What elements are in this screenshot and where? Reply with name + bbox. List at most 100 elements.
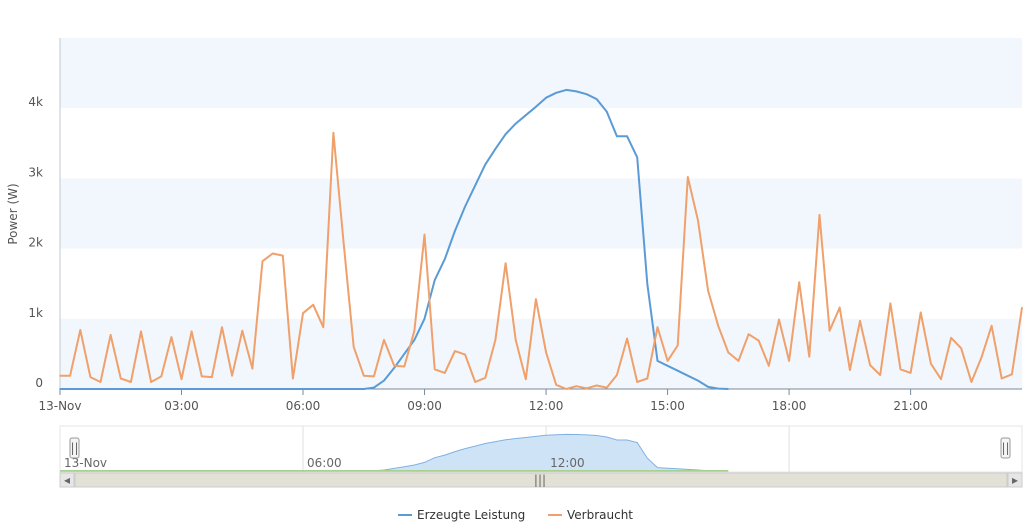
data-point bbox=[59, 374, 61, 377]
data-point bbox=[59, 388, 61, 390]
data-point bbox=[656, 326, 659, 329]
data-point bbox=[940, 378, 942, 381]
data-point bbox=[79, 329, 82, 331]
data-point bbox=[69, 374, 71, 377]
scroll-left-button[interactable] bbox=[59, 472, 75, 488]
data-point bbox=[585, 93, 588, 95]
data-point bbox=[1021, 306, 1023, 309]
data-point bbox=[373, 375, 375, 378]
data-point bbox=[211, 376, 213, 378]
data-point bbox=[363, 374, 365, 377]
x-tick-label: 21:00 bbox=[893, 399, 928, 413]
data-point bbox=[363, 388, 365, 390]
data-point bbox=[909, 372, 912, 374]
data-point bbox=[676, 344, 679, 347]
data-point bbox=[555, 384, 557, 386]
y-tick-label: 2k bbox=[28, 236, 43, 250]
data-point bbox=[747, 333, 750, 336]
data-point bbox=[666, 365, 669, 367]
scroll-right-button[interactable] bbox=[1007, 472, 1023, 488]
data-point bbox=[646, 282, 649, 285]
data-point bbox=[484, 377, 487, 379]
data-point bbox=[930, 362, 932, 365]
data-point bbox=[727, 351, 730, 354]
navigator-right-handle[interactable]: || bbox=[1000, 437, 1011, 459]
data-point bbox=[504, 262, 507, 265]
plot-band bbox=[60, 248, 1022, 319]
x-tick-label: 13-Nov bbox=[38, 399, 81, 413]
data-point bbox=[565, 89, 568, 91]
y-tick-label: 4k bbox=[28, 95, 43, 109]
data-point bbox=[676, 369, 679, 372]
data-point bbox=[656, 360, 659, 362]
data-point bbox=[757, 339, 760, 342]
data-point bbox=[444, 372, 446, 374]
data-point bbox=[707, 386, 709, 388]
navigator-label: 06:00 bbox=[307, 456, 342, 470]
data-point bbox=[413, 339, 416, 341]
data-point bbox=[697, 379, 699, 382]
legend-label: Verbraucht bbox=[567, 508, 633, 522]
data-point bbox=[474, 381, 477, 383]
data-point bbox=[626, 135, 628, 138]
data-point bbox=[444, 258, 446, 260]
y-tick-label: 1k bbox=[28, 306, 43, 320]
data-point bbox=[271, 252, 274, 255]
data-point bbox=[190, 330, 193, 333]
data-point bbox=[89, 376, 92, 378]
data-point bbox=[292, 377, 294, 380]
data-point bbox=[990, 325, 993, 327]
y-tick-label: 0 bbox=[35, 376, 43, 390]
data-point bbox=[454, 350, 456, 352]
data-point bbox=[595, 98, 598, 100]
data-point bbox=[302, 312, 304, 315]
data-point bbox=[798, 281, 800, 284]
data-point bbox=[778, 318, 780, 321]
data-point bbox=[231, 374, 233, 377]
data-point bbox=[636, 381, 638, 383]
scrollbar-grip-icon: ||| bbox=[534, 473, 546, 487]
navigator[interactable]: 13-Nov 06:00 12:00 || || bbox=[59, 425, 1023, 473]
legend-item-consumed[interactable]: Verbraucht bbox=[548, 508, 633, 522]
data-point bbox=[130, 381, 132, 383]
x-tick-label: 03:00 bbox=[164, 399, 199, 413]
data-point bbox=[525, 378, 527, 381]
data-point bbox=[282, 254, 284, 257]
data-point bbox=[575, 90, 578, 93]
data-point bbox=[261, 260, 264, 263]
data-point bbox=[717, 387, 719, 390]
data-point bbox=[120, 377, 122, 380]
data-point bbox=[504, 133, 507, 135]
data-point bbox=[545, 96, 547, 99]
series-line-1 bbox=[60, 131, 1023, 390]
data-point bbox=[423, 318, 426, 320]
data-point bbox=[687, 374, 689, 377]
data-point bbox=[980, 356, 983, 359]
data-point bbox=[960, 347, 962, 350]
right-arrow-icon: ▸ bbox=[1012, 473, 1018, 487]
legend-item-generated[interactable]: Erzeugte Leistung bbox=[398, 508, 525, 522]
data-point bbox=[170, 336, 173, 338]
data-point bbox=[312, 304, 315, 306]
data-point bbox=[514, 122, 517, 125]
legend: Erzeugte Leistung Verbraucht bbox=[398, 508, 633, 522]
data-point bbox=[808, 355, 811, 358]
scrollbar-thumb[interactable] bbox=[74, 472, 1008, 488]
y-tick-labels: 0 1k 2k 3k 4k bbox=[28, 95, 43, 390]
legend-label: Erzeugte Leistung bbox=[417, 508, 525, 522]
data-point bbox=[838, 306, 841, 309]
x-tick-labels: 13-Nov 03:00 06:00 09:00 12:00 15:00 18:00 21:0… bbox=[38, 389, 928, 413]
data-point bbox=[818, 214, 821, 216]
data-point bbox=[221, 326, 223, 329]
data-point bbox=[545, 351, 547, 354]
scrollbar[interactable]: ||| ◂ ▸ bbox=[59, 472, 1023, 488]
navigator-label: 12:00 bbox=[550, 456, 585, 470]
navigator-left-handle[interactable]: || bbox=[69, 437, 80, 459]
data-point bbox=[433, 279, 436, 282]
data-point bbox=[464, 353, 466, 356]
data-point bbox=[646, 377, 649, 380]
data-point bbox=[950, 337, 952, 339]
data-point bbox=[535, 106, 537, 108]
data-point bbox=[454, 230, 456, 232]
